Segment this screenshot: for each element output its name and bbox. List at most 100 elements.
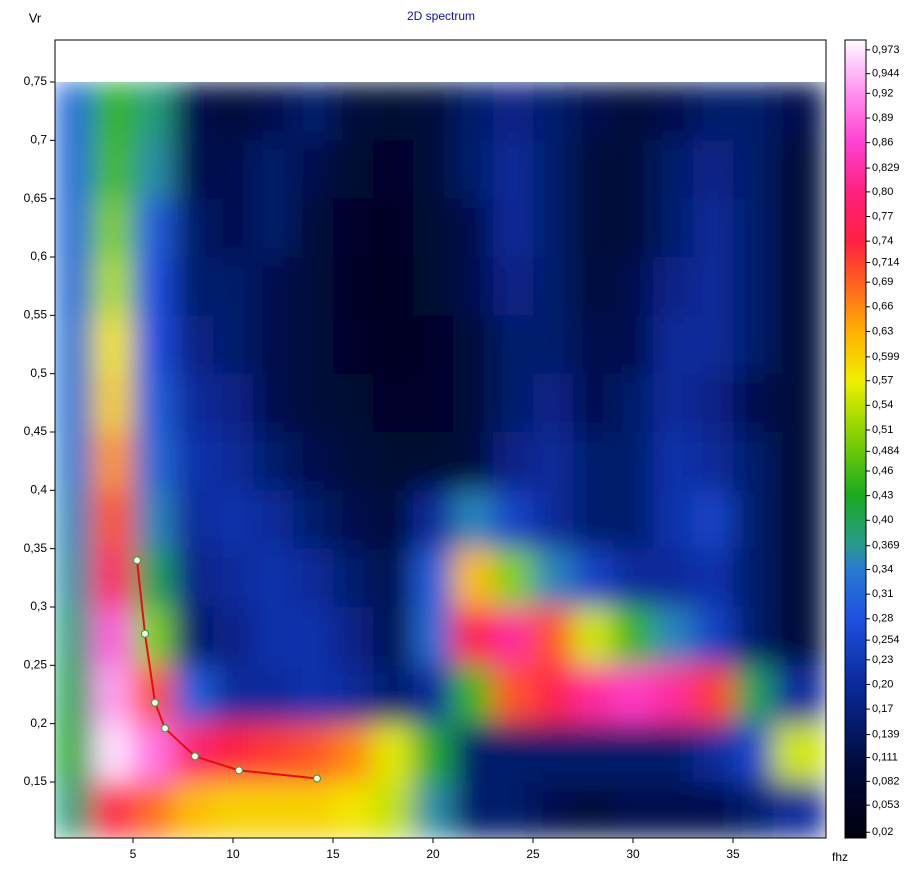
heat-cell xyxy=(653,723,694,783)
heat-cell xyxy=(493,665,534,725)
heat-cell xyxy=(293,782,334,838)
heat-cell xyxy=(453,490,494,550)
curve-point xyxy=(160,724,170,733)
heat-cell xyxy=(133,315,174,375)
heat-cell xyxy=(453,198,494,258)
heat-cell xyxy=(493,373,534,433)
heat-cell xyxy=(733,607,774,666)
heat-cell xyxy=(373,665,414,725)
heat-cell xyxy=(693,782,734,838)
y-tick-label: 0,5 xyxy=(30,366,47,380)
heat-cell xyxy=(55,782,94,838)
heat-cell xyxy=(613,198,654,258)
heat-cell xyxy=(773,548,826,608)
heat-cell xyxy=(93,607,134,666)
heat-cell xyxy=(213,82,254,141)
heat-cell xyxy=(773,490,826,550)
heat-cell xyxy=(253,140,294,200)
y-tick-label: 0,45 xyxy=(24,424,48,438)
heat-cell xyxy=(55,607,94,666)
heat-cell xyxy=(213,548,254,608)
heat-cells xyxy=(55,82,826,838)
heat-cell xyxy=(573,257,614,316)
heat-cell xyxy=(613,607,654,666)
x-axis-label: fhz xyxy=(832,850,848,864)
heat-cell xyxy=(293,723,334,783)
colorbar-tick-label: 0,599 xyxy=(872,351,900,363)
heat-cell xyxy=(453,140,494,200)
heat-cell xyxy=(653,82,694,141)
heat-cell xyxy=(333,723,374,783)
heat-cell xyxy=(693,607,734,666)
heat-cell xyxy=(533,315,574,375)
heat-cell xyxy=(573,782,614,838)
heat-cell xyxy=(693,373,734,433)
heat-cell xyxy=(93,723,134,783)
heat-cell xyxy=(613,782,654,838)
heat-cell xyxy=(653,548,694,608)
colorbar-tick-label: 0,74 xyxy=(872,235,893,247)
heat-cell xyxy=(293,607,334,666)
heat-cell xyxy=(333,315,374,375)
colorbar-tick-label: 0,86 xyxy=(872,137,893,149)
heat-cell xyxy=(773,607,826,666)
heat-cell xyxy=(573,723,614,783)
x-tick-label: 10 xyxy=(226,847,240,861)
heat-cell xyxy=(733,490,774,550)
heat-cell xyxy=(333,432,374,491)
heat-cell xyxy=(533,723,574,783)
heat-cell xyxy=(173,665,214,725)
heat-cell xyxy=(533,548,574,608)
heat-cell xyxy=(55,257,94,316)
heat-cell xyxy=(333,782,374,838)
heat-cell xyxy=(493,140,534,200)
colorbar-tick-label: 0,43 xyxy=(872,490,893,502)
heat-cell xyxy=(613,490,654,550)
heat-cell xyxy=(333,665,374,725)
heat-cell xyxy=(55,373,94,433)
heat-cell xyxy=(333,82,374,141)
heat-cell xyxy=(173,315,214,375)
heat-cell xyxy=(653,665,694,725)
plot-frame xyxy=(54,39,827,839)
heat-cell xyxy=(613,82,654,141)
heat-cell xyxy=(413,373,454,433)
y-tick-label: 0,6 xyxy=(30,249,47,263)
heat-cell xyxy=(93,665,134,725)
heat-cell xyxy=(293,82,334,141)
heat-cell xyxy=(613,548,654,608)
heat-cell xyxy=(773,665,826,725)
heat-cell xyxy=(55,548,94,608)
colorbar-tick-label: 0,66 xyxy=(872,301,893,313)
heat-cell xyxy=(133,140,174,200)
heat-cell xyxy=(253,315,294,375)
heat-cell xyxy=(453,548,494,608)
heat-cell xyxy=(293,665,334,725)
heat-cell xyxy=(573,315,614,375)
y-tick-label: 0,4 xyxy=(30,483,47,497)
heat-cell xyxy=(773,373,826,433)
x-tick-label: 30 xyxy=(626,847,640,861)
heat-cell xyxy=(573,432,614,491)
heat-cell xyxy=(573,140,614,200)
heat-cell xyxy=(773,82,826,141)
colorbar-tick-label: 0,111 xyxy=(872,751,898,763)
heat-cell xyxy=(55,665,94,725)
heat-cell xyxy=(93,315,134,375)
heat-cell xyxy=(55,315,94,375)
heat-cell xyxy=(533,665,574,725)
heat-cell xyxy=(93,82,134,141)
colorbar-tick-label: 0,28 xyxy=(872,613,893,625)
heat-cell xyxy=(533,490,574,550)
overlay xyxy=(132,556,322,783)
y-tick-label: 0,35 xyxy=(24,541,48,555)
heat-cell xyxy=(573,373,614,433)
heat-cell xyxy=(93,432,134,491)
chart-title: 2D spectrum xyxy=(407,9,475,23)
colorbar-tick-label: 0,829 xyxy=(872,162,900,174)
heat-cell xyxy=(573,198,614,258)
heat-cell xyxy=(373,548,414,608)
heat-cell xyxy=(93,140,134,200)
heat-cell xyxy=(413,82,454,141)
heat-cell xyxy=(693,432,734,491)
